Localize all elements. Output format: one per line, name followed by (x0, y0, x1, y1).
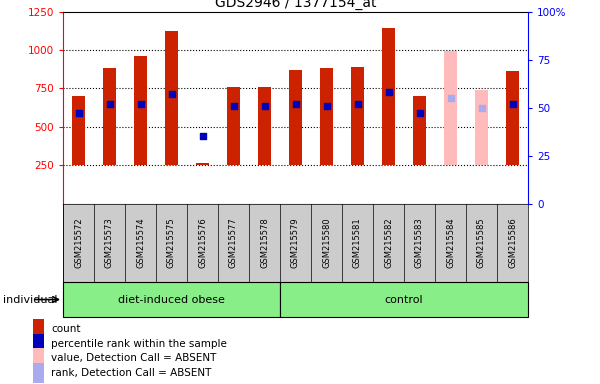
Point (198, 133, 208, 139)
Bar (103, 68, 116, 165)
Point (384, 89, 394, 95)
Text: GSM215576: GSM215576 (198, 217, 207, 268)
Bar (134, 56, 148, 165)
Point (353, 101, 362, 107)
Point (415, 110, 424, 116)
Text: GSM215585: GSM215585 (477, 218, 486, 268)
Point (74, 110, 83, 116)
Text: GSM215573: GSM215573 (105, 217, 114, 268)
Text: GSM215584: GSM215584 (446, 218, 455, 268)
Text: GSM215583: GSM215583 (415, 217, 424, 268)
Title: GDS2946 / 1377154_at: GDS2946 / 1377154_at (215, 0, 376, 10)
Point (105, 101, 115, 107)
Text: GSM215577: GSM215577 (229, 217, 238, 268)
Bar (382, 28, 395, 165)
Text: GSM215572: GSM215572 (74, 218, 83, 268)
Bar (33, 319, 44, 339)
Bar (350, 67, 364, 165)
Text: value, Detection Call = ABSENT: value, Detection Call = ABSENT (51, 353, 217, 364)
Bar (280, 282, 528, 317)
Point (291, 101, 301, 107)
Text: GSM215574: GSM215574 (136, 218, 145, 268)
Bar (71, 96, 85, 165)
Text: GSM215575: GSM215575 (167, 218, 176, 268)
Bar (506, 71, 520, 165)
Text: control: control (385, 295, 424, 305)
Point (136, 101, 145, 107)
Text: GSM215586: GSM215586 (508, 217, 517, 268)
Point (229, 103, 238, 109)
Text: diet-induced obese: diet-induced obese (118, 295, 225, 305)
Bar (320, 68, 334, 165)
Text: GSM215582: GSM215582 (384, 218, 393, 268)
Bar (33, 363, 44, 383)
Bar (475, 90, 488, 165)
Bar (289, 70, 302, 165)
Text: GSM215580: GSM215580 (322, 218, 331, 268)
Bar (33, 348, 44, 369)
Point (477, 104, 487, 111)
Text: GSM215578: GSM215578 (260, 217, 269, 268)
Text: rank, Detection Call = ABSENT: rank, Detection Call = ABSENT (51, 368, 211, 378)
Text: individual: individual (2, 295, 57, 305)
Point (167, 91, 176, 97)
Bar (164, 31, 178, 165)
Bar (443, 51, 457, 165)
Bar (413, 96, 427, 165)
Text: GSM215579: GSM215579 (291, 218, 300, 268)
Point (260, 103, 269, 109)
Bar (227, 87, 241, 165)
Bar (257, 87, 271, 165)
Bar (63, 282, 280, 317)
Bar (33, 334, 44, 354)
Text: percentile rank within the sample: percentile rank within the sample (51, 339, 227, 349)
Text: GSM215581: GSM215581 (353, 218, 362, 268)
Text: count: count (51, 324, 80, 334)
Point (322, 103, 331, 109)
Point (508, 101, 517, 107)
Bar (196, 163, 209, 165)
Point (446, 95, 455, 101)
